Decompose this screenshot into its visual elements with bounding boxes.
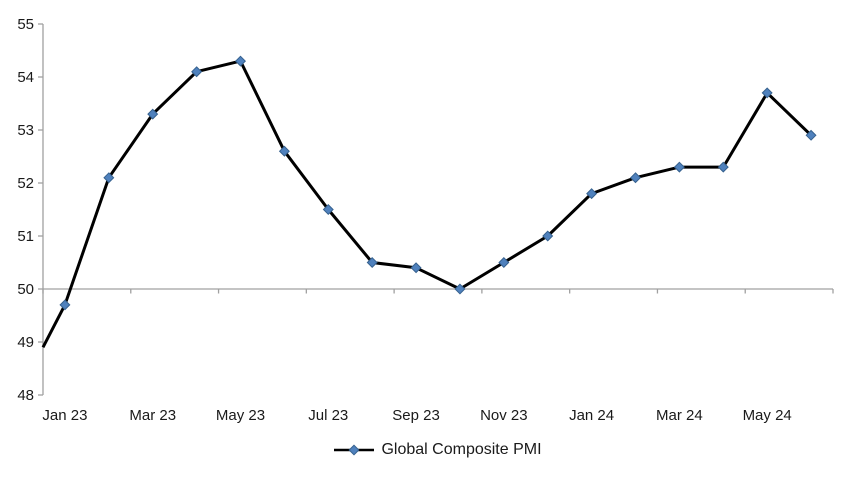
series-line (41, 59, 813, 348)
data-point-marker (717, 161, 729, 173)
x-tick-label: Jan 23 (42, 407, 87, 424)
data-point-marker (147, 108, 159, 120)
data-point-marker (278, 145, 290, 157)
data-point-marker (191, 66, 203, 78)
data-point-marker (322, 203, 334, 216)
y-tick-label: 55 (17, 16, 34, 33)
data-point-marker (761, 87, 773, 99)
data-point-marker (234, 55, 247, 67)
y-tick-label: 48 (17, 387, 34, 404)
data-point-marker (586, 188, 598, 200)
legend-label: Global Composite PMI (381, 441, 542, 458)
y-tick-label: 49 (17, 334, 34, 351)
x-tick-label: Jul 23 (308, 407, 348, 424)
x-tick-label: Mar 24 (656, 407, 703, 424)
y-tick-label: 53 (17, 122, 34, 139)
data-point-marker (454, 283, 466, 295)
data-point-marker (673, 161, 685, 173)
x-tick-label: May 24 (743, 407, 792, 424)
x-tick-label: May 23 (216, 407, 265, 424)
x-tick-label: Sep 23 (392, 407, 440, 424)
x-tick-label: Jan 24 (569, 407, 614, 424)
x-tick-label: Mar 23 (129, 407, 176, 424)
y-tick-label: 54 (17, 69, 34, 86)
data-point-marker (498, 256, 510, 269)
x-tick-label: Nov 23 (480, 407, 528, 424)
data-point-marker (366, 256, 378, 269)
legend-line-marker-icon (334, 444, 375, 456)
y-tick-label: 52 (17, 175, 34, 192)
data-point-marker (805, 129, 817, 141)
data-point-marker (542, 230, 554, 242)
data-point-marker (59, 299, 71, 311)
y-tick-label: 51 (17, 228, 34, 245)
data-point-marker (629, 172, 642, 184)
legend: Global Composite PMI (43, 438, 833, 462)
data-point-marker (103, 172, 115, 184)
data-point-marker (410, 262, 422, 274)
y-tick-label: 50 (17, 281, 34, 298)
